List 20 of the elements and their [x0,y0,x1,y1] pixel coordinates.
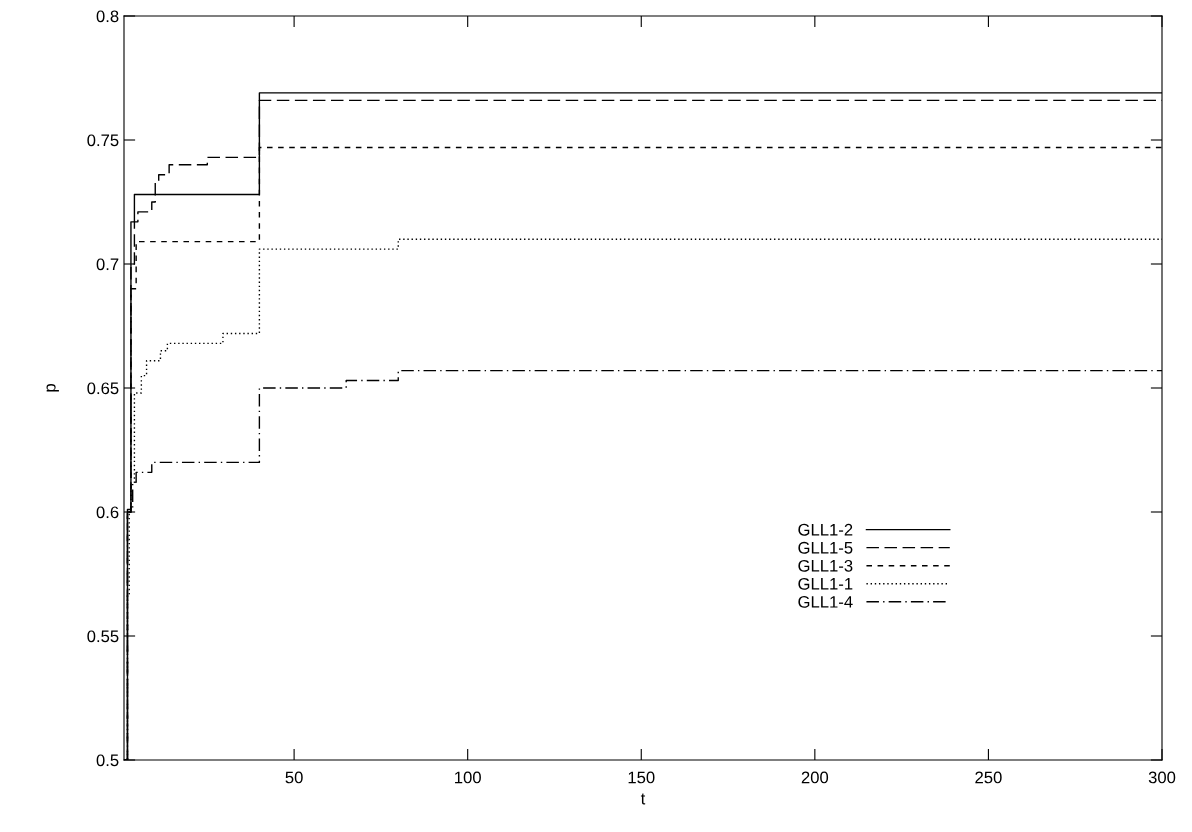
legend-label: GLL1-2 [798,523,853,536]
y-tick-label: 0.55 [87,630,119,643]
y-tick-label: 0.65 [87,382,119,395]
x-tick-label: 150 [628,771,655,784]
y-tick-label: 0.7 [96,258,119,271]
x-tick-label: 250 [975,771,1002,784]
x-tick-label: 100 [455,771,481,784]
y-tick-label: 0.8 [96,10,119,23]
legend-label: GLL1-1 [798,577,853,590]
y-tick-label: 0.5 [96,754,119,767]
legend-label: GLL1-3 [798,559,853,572]
y-tick-label: 0.75 [87,134,119,147]
legend-label: GLL1-5 [798,541,853,554]
x-tick-label: 50 [285,771,303,784]
legend-label: GLL1-4 [798,595,853,608]
x-tick-label: 200 [801,771,829,784]
y-tick-label: 0.6 [96,506,119,519]
x-axis-title: t [640,793,646,805]
y-axis-title: p [46,384,59,392]
x-tick-label: 300 [1148,771,1176,784]
